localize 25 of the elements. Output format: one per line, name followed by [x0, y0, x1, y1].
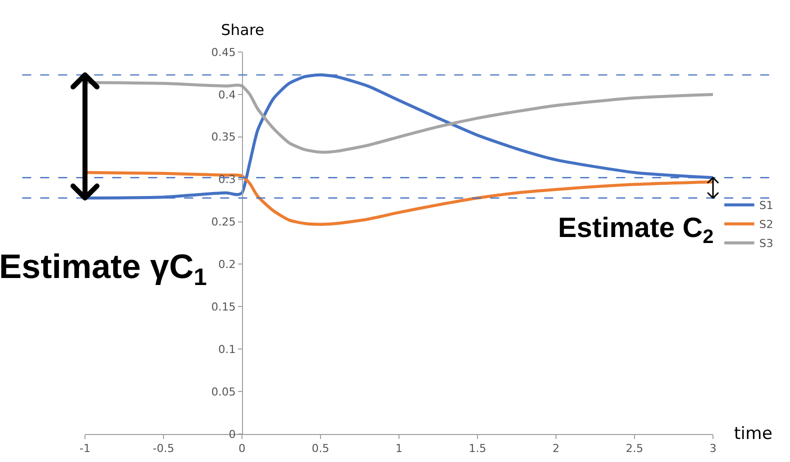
y-tick-label: 0.25	[211, 216, 236, 229]
annotation: Estimate C$_{2}$	[558, 212, 714, 248]
y-tick-label: 0.15	[211, 300, 236, 314]
x-tick-label: 3	[710, 442, 716, 456]
y-tick-label: 0.2	[218, 258, 236, 272]
x-tick-label: -0.5	[152, 442, 174, 456]
x-axis-title: time	[734, 424, 772, 444]
x-tick-label: 1.5	[468, 442, 486, 456]
y-tick-label: 0.3	[218, 173, 236, 186]
x-tick-label: 0	[238, 442, 246, 456]
annotation: Estimate γC$_{1}$	[0, 248, 207, 292]
x-tick-label: 2.5	[626, 442, 644, 456]
y-tick-label: 0.4	[218, 88, 236, 102]
x-tick-label: 2	[552, 442, 560, 456]
legend-label: S1	[759, 199, 774, 212]
legend-label: S2	[759, 218, 774, 232]
y-tick-label: 0.05	[211, 385, 236, 398]
x-tick-label: -1	[80, 442, 90, 456]
legend-label: S3	[759, 237, 774, 250]
x-tick-label: 1	[396, 442, 402, 456]
y-tick-label: 0.1	[218, 342, 236, 356]
y-tick-label: 0.35	[211, 130, 236, 144]
x-tick-label: 0.5	[312, 442, 330, 456]
y-tick-label: 0.45	[211, 46, 236, 59]
y-axis-title: Share	[221, 21, 264, 39]
